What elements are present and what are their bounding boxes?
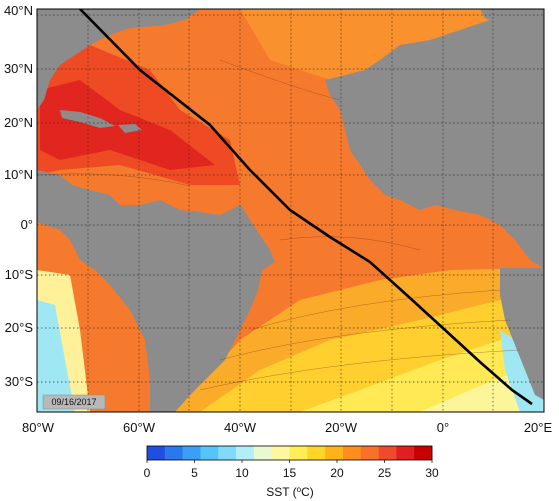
land-north-america xyxy=(37,9,200,110)
colorbar-swatch xyxy=(360,446,379,460)
colorbar-swatch xyxy=(289,446,308,460)
date-stamp-box xyxy=(42,394,106,410)
date-stamp: 09/16/2017 xyxy=(51,397,96,407)
colorbar-tick-label: 25 xyxy=(378,466,392,480)
land-hispaniola xyxy=(118,124,142,133)
colorbar-swatch xyxy=(271,446,290,460)
lat-label-10n: 10°N xyxy=(4,167,33,182)
lat-label-20s: 20°S xyxy=(5,320,34,335)
colorbar-tick-labels: 0 5 10 15 20 25 30 xyxy=(144,460,439,480)
colorbar-tick-label: 20 xyxy=(330,466,344,480)
land-southern-africa xyxy=(500,268,544,400)
map-area: 09/16/2017 xyxy=(37,9,544,412)
lon-label-60w: 60°W xyxy=(123,420,156,435)
lat-label-10s: 10°S xyxy=(5,267,34,282)
lat-label-40n: 40°N xyxy=(4,3,33,18)
lon-label-20w: 20°W xyxy=(325,420,358,435)
lon-label-40w: 40°W xyxy=(224,420,257,435)
colorbar-swatch xyxy=(307,446,326,460)
colorbar-swatch xyxy=(164,446,183,460)
colorbar-tick-label: 10 xyxy=(235,466,249,480)
cruise-track-line xyxy=(79,9,533,406)
colorbar-swatch xyxy=(218,446,237,460)
lat-label-0: 0° xyxy=(21,217,33,232)
map-frame xyxy=(36,8,545,413)
colorbar-tick-label: 30 xyxy=(425,466,439,480)
colorbar-tick-label: 15 xyxy=(283,466,297,480)
colorbar-swatch xyxy=(378,446,397,460)
colorbar-tick-label: 5 xyxy=(191,466,198,480)
colorbar-swatch xyxy=(325,446,344,460)
longitude-labels: 80°W 60°W 40°W 20°W 0° 20°E xyxy=(22,420,552,435)
colorbar-swatch xyxy=(342,446,362,460)
colorbar-swatch xyxy=(147,446,166,460)
lat-label-20n: 20°N xyxy=(4,115,33,130)
colorbar-swatch xyxy=(414,446,433,460)
lon-label-0: 0° xyxy=(437,420,449,435)
land-europe xyxy=(480,9,544,24)
colorbar-swatch xyxy=(396,446,415,460)
land-africa xyxy=(325,18,544,268)
land xyxy=(37,9,544,412)
land-cuba xyxy=(60,110,115,128)
colorbar-swatch xyxy=(236,446,255,460)
latitude-labels: 40°N 30°N 20°N 10°N 0° 10°S 20°S 30°S xyxy=(4,3,33,389)
lat-label-30s: 30°S xyxy=(5,374,34,389)
colorbar xyxy=(147,446,433,460)
lon-label-20e: 20°E xyxy=(524,420,553,435)
land-mexico xyxy=(37,170,275,412)
colorbar-swatch xyxy=(253,446,272,460)
lat-label-30n: 30°N xyxy=(4,61,33,76)
lon-label-80w: 80°W xyxy=(22,420,55,435)
colorbar-title: SST (oC) xyxy=(266,485,314,499)
colorbar-tick-label: 0 xyxy=(144,466,151,480)
colorbar-swatch xyxy=(182,446,201,460)
colorbar-swatch xyxy=(200,446,219,460)
